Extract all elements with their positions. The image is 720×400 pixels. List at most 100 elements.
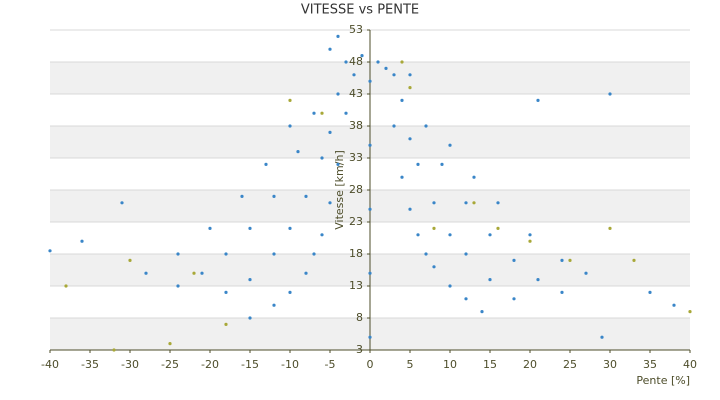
point — [416, 162, 420, 166]
point — [224, 322, 228, 326]
point — [272, 252, 276, 256]
point — [408, 73, 412, 77]
y-tick-label: 18 — [349, 247, 363, 260]
point — [200, 271, 204, 275]
point — [328, 201, 332, 205]
point — [296, 150, 300, 154]
point — [432, 201, 436, 205]
x-tick-label: 35 — [643, 358, 657, 371]
point — [648, 290, 652, 294]
y-axis-title: Vitesse [km/h] — [333, 150, 346, 230]
point — [496, 226, 500, 230]
point — [488, 233, 492, 237]
point — [424, 124, 428, 128]
point — [608, 226, 612, 230]
point — [432, 226, 436, 230]
point — [248, 316, 252, 320]
point — [312, 252, 316, 256]
point — [392, 124, 396, 128]
point — [272, 194, 276, 198]
point — [608, 92, 612, 96]
point — [328, 130, 332, 134]
point — [48, 249, 52, 253]
point — [288, 290, 292, 294]
x-tick-label: -30 — [121, 358, 139, 371]
point — [600, 335, 604, 339]
point — [392, 73, 396, 77]
point — [512, 297, 516, 301]
point — [224, 252, 228, 256]
point — [80, 239, 84, 243]
point — [568, 258, 572, 262]
point — [168, 342, 172, 346]
x-tick-label: 25 — [563, 358, 577, 371]
point — [512, 258, 516, 262]
point — [408, 207, 412, 211]
point — [672, 303, 676, 307]
point — [400, 60, 404, 64]
point — [144, 271, 148, 275]
point — [376, 60, 380, 64]
point — [304, 271, 308, 275]
point — [112, 348, 116, 352]
point — [416, 233, 420, 237]
point — [344, 60, 348, 64]
point — [432, 265, 436, 269]
point — [192, 271, 196, 275]
point — [464, 297, 468, 301]
x-tick-label: -40 — [41, 358, 59, 371]
point — [464, 201, 468, 205]
point — [464, 252, 468, 256]
point — [64, 284, 68, 288]
x-tick-label: -25 — [161, 358, 179, 371]
point — [176, 252, 180, 256]
point — [248, 278, 252, 282]
x-tick-label: 5 — [407, 358, 414, 371]
point — [448, 143, 452, 147]
point — [400, 98, 404, 102]
point — [440, 162, 444, 166]
point — [336, 34, 340, 39]
point — [264, 162, 268, 166]
point — [384, 66, 388, 70]
point — [336, 92, 340, 96]
y-tick-label: 53 — [349, 23, 363, 36]
x-tick-label: 0 — [367, 358, 374, 371]
point — [176, 284, 180, 288]
y-tick-label: 38 — [349, 119, 363, 132]
y-tick-label: 23 — [349, 215, 363, 228]
point — [360, 54, 364, 58]
point — [472, 201, 476, 205]
point — [248, 226, 252, 230]
x-tick-label: -5 — [325, 358, 336, 371]
point — [344, 111, 348, 115]
y-tick-label: 48 — [349, 55, 363, 68]
point — [480, 310, 484, 314]
point — [320, 233, 324, 237]
point — [528, 233, 532, 237]
x-axis-title: Pente [%] — [636, 374, 690, 387]
point — [328, 47, 332, 51]
point — [560, 258, 564, 262]
point — [536, 98, 540, 102]
y-tick-label: 43 — [349, 87, 363, 100]
point — [368, 143, 372, 147]
point — [448, 233, 452, 237]
y-tick-label: 13 — [349, 279, 363, 292]
point — [488, 278, 492, 282]
x-tick-label: -10 — [281, 358, 299, 371]
point — [288, 226, 292, 230]
point — [472, 175, 476, 179]
point — [240, 194, 244, 198]
point — [320, 111, 324, 115]
x-tick-label: -20 — [201, 358, 219, 371]
point — [424, 252, 428, 256]
point — [560, 290, 564, 294]
point — [584, 271, 588, 275]
point — [368, 79, 372, 83]
point — [120, 201, 124, 205]
point — [288, 98, 292, 102]
y-tick-label: 8 — [356, 311, 363, 324]
point — [368, 207, 372, 211]
x-tick-label: 40 — [683, 358, 697, 371]
